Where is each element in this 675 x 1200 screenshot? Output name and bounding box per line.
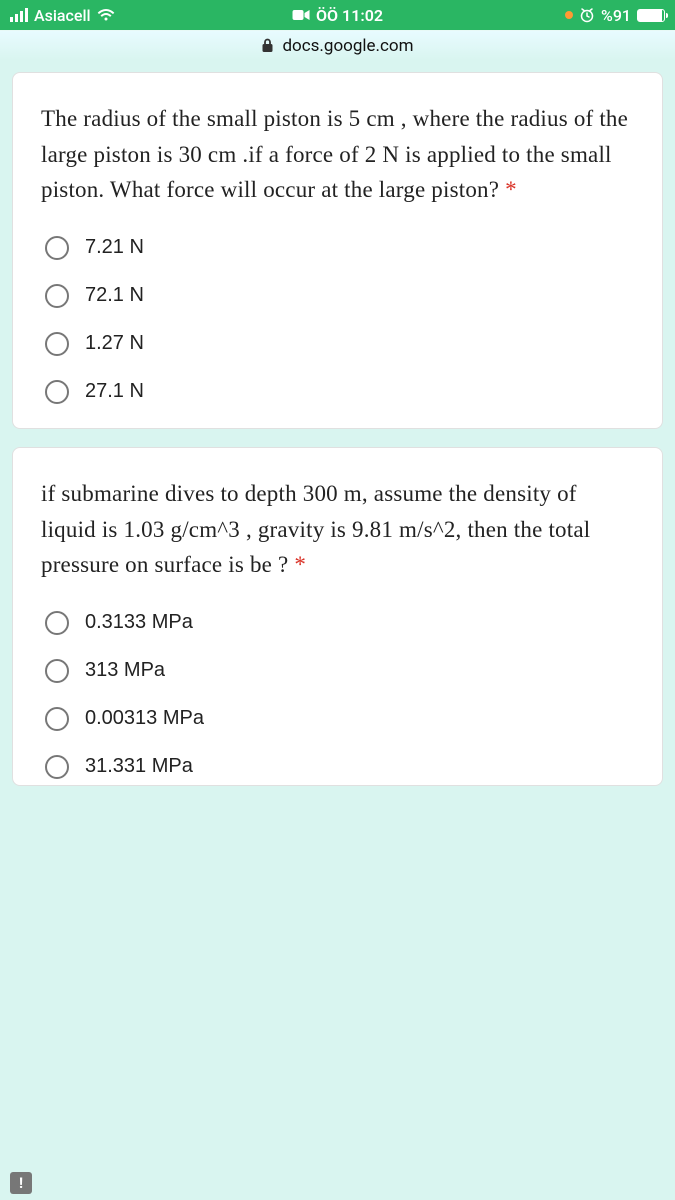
radio-option[interactable]: 0.00313 MPa [45, 707, 634, 731]
radio-option[interactable]: 27.1 N [45, 380, 634, 404]
question-text: The radius of the small piston is 5 cm ,… [41, 101, 634, 208]
option-label: 0.3133 MPa [85, 611, 193, 634]
radio-option[interactable]: 313 MPa [45, 659, 634, 683]
radio-icon [45, 332, 69, 356]
status-left: Asiacell [10, 6, 115, 25]
question-body: if submarine dives to depth 300 m, assum… [41, 481, 590, 577]
form-content: The radius of the small piston is 5 cm ,… [0, 60, 675, 1200]
url-bar[interactable]: docs.google.com [0, 30, 675, 60]
required-asterisk: * [294, 552, 306, 577]
option-label: 72.1 N [85, 284, 144, 307]
status-bar: Asiacell ÖÖ 11:02 %91 [0, 0, 675, 30]
radio-icon [45, 284, 69, 308]
radio-icon [45, 380, 69, 404]
radio-option[interactable]: 72.1 N [45, 284, 634, 308]
option-label: 7.21 N [85, 236, 144, 259]
question-card: The radius of the small piston is 5 cm ,… [12, 72, 663, 429]
time-label: ÖÖ 11:02 [316, 6, 383, 25]
status-right: %91 [565, 6, 665, 25]
url-text: docs.google.com [282, 36, 413, 56]
battery-icon [637, 9, 665, 22]
alert-badge[interactable]: ! [10, 1172, 32, 1194]
radio-icon [45, 755, 69, 779]
option-label: 0.00313 MPa [85, 707, 204, 730]
radio-icon [45, 707, 69, 731]
required-asterisk: * [505, 177, 517, 202]
option-label: 1.27 N [85, 332, 144, 355]
radio-option[interactable]: 0.3133 MPa [45, 611, 634, 635]
alert-icon: ! [19, 1174, 23, 1192]
option-label: 31.331 MPa [85, 755, 193, 778]
record-icon [292, 9, 310, 21]
radio-option[interactable]: 7.21 N [45, 236, 634, 260]
option-label: 27.1 N [85, 380, 144, 403]
radio-icon [45, 236, 69, 260]
option-label: 313 MPa [85, 659, 165, 682]
signal-icon [10, 8, 28, 22]
radio-option[interactable]: 1.27 N [45, 332, 634, 356]
radio-icon [45, 659, 69, 683]
battery-percent-label: %91 [601, 6, 631, 25]
recording-dot-icon [565, 11, 573, 19]
options-group: 7.21 N 72.1 N 1.27 N 27.1 N [41, 236, 634, 404]
options-group: 0.3133 MPa 313 MPa 0.00313 MPa 31.331 MP… [41, 611, 634, 779]
radio-icon [45, 611, 69, 635]
wifi-icon [97, 8, 115, 22]
question-card: if submarine dives to depth 300 m, assum… [12, 447, 663, 786]
lock-icon [261, 38, 274, 53]
status-center: ÖÖ 11:02 [292, 6, 383, 25]
carrier-label: Asiacell [34, 6, 91, 25]
alarm-icon [579, 7, 595, 23]
question-text: if submarine dives to depth 300 m, assum… [41, 476, 634, 583]
radio-option[interactable]: 31.331 MPa [45, 755, 634, 779]
question-body: The radius of the small piston is 5 cm ,… [41, 106, 628, 202]
